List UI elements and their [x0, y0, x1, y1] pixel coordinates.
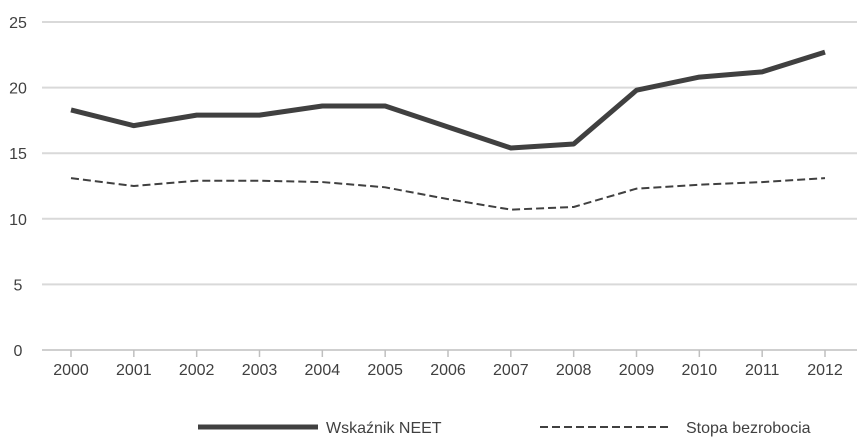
x-tick-label-2006: 2006 — [430, 362, 466, 379]
y-tick-label-20: 20 — [9, 81, 27, 98]
x-tick-label-2003: 2003 — [242, 362, 278, 379]
x-tick-label-2010: 2010 — [682, 362, 718, 379]
x-tick-label-2008: 2008 — [556, 362, 592, 379]
x-tick-label-2009: 2009 — [619, 362, 655, 379]
series-line-neet — [70, 49, 826, 151]
legend-label-neet: Wskaźnik NEET — [326, 420, 442, 437]
x-tick-label-2007: 2007 — [493, 362, 529, 379]
y-tick-label-10: 10 — [9, 212, 27, 229]
legend-label-unemployment: Stopa bezrobocia — [686, 420, 811, 437]
legend: Wskaźnik NEET Stopa bezrobocia — [198, 420, 811, 437]
y-axis-ticks: 0 5 10 15 20 25 — [9, 15, 27, 360]
x-tick-label-2004: 2004 — [305, 362, 341, 379]
x-tick-label-2012: 2012 — [807, 362, 843, 379]
x-tick-label-2002: 2002 — [179, 362, 215, 379]
y-tick-label-25: 25 — [9, 15, 27, 32]
y-tick-label-5: 5 — [14, 277, 23, 294]
y-tick-label-0: 0 — [14, 343, 23, 360]
x-tick-label-2001: 2001 — [116, 362, 152, 379]
series-line-unemployment — [70, 177, 826, 211]
x-tick-label-2011: 2011 — [745, 362, 780, 379]
x-tick-label-2000: 2000 — [53, 362, 89, 379]
series-lines — [70, 49, 826, 211]
x-axis: 2000 2001 2002 2003 2004 2005 2006 2007 2008 2009… — [42, 349, 857, 379]
gridlines — [42, 21, 857, 286]
x-tick-label-2005: 2005 — [367, 362, 403, 379]
y-tick-label-15: 15 — [9, 146, 27, 163]
